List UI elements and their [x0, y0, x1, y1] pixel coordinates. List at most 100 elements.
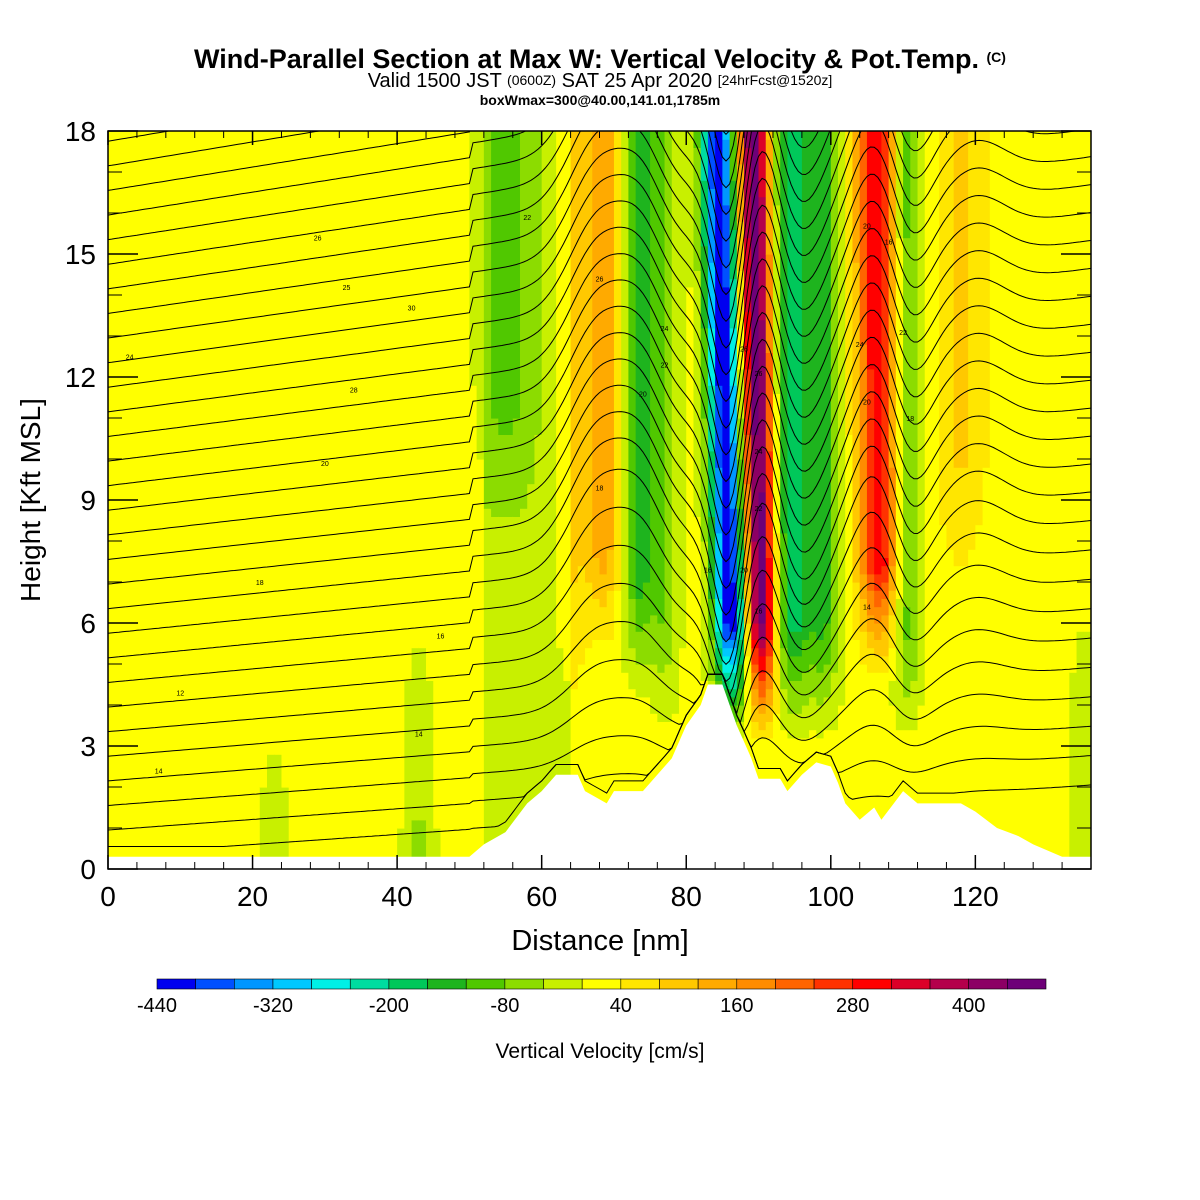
velocity-cell	[917, 705, 926, 869]
velocity-cell	[729, 442, 738, 509]
velocity-cell	[201, 131, 210, 869]
velocity-cell	[729, 582, 738, 632]
velocity-cell	[881, 582, 890, 599]
velocity-cell	[454, 131, 463, 869]
velocity-cell	[628, 647, 637, 690]
velocity-cell	[621, 672, 630, 869]
velocity-cell	[1033, 131, 1042, 869]
velocity-cell	[173, 131, 181, 869]
velocity-cell	[729, 647, 738, 665]
velocity-cell	[722, 639, 731, 649]
velocity-cell	[765, 139, 774, 255]
velocity-cell	[664, 131, 673, 665]
velocity-cell	[816, 639, 825, 673]
theta-contour-line	[108, 618, 1091, 733]
velocity-cell	[491, 131, 499, 419]
velocity-cell	[830, 131, 839, 673]
velocity-cell	[975, 524, 984, 869]
velocity-cell	[1040, 131, 1049, 869]
velocity-cell	[505, 434, 514, 517]
velocity-cell	[650, 131, 658, 616]
velocity-cell	[679, 131, 687, 649]
velocity-cell	[895, 131, 904, 239]
velocity-cell	[866, 590, 875, 616]
colorbar-swatch	[388, 978, 428, 990]
velocity-cell	[809, 696, 817, 731]
velocity-cell	[968, 131, 976, 550]
colorbar-swatch	[891, 978, 931, 990]
velocity-cell	[939, 524, 948, 869]
velocity-cell	[736, 270, 745, 321]
velocity-cell	[852, 582, 861, 640]
theta-contour-line	[108, 384, 1091, 590]
velocity-cell	[866, 573, 875, 591]
velocity-cell	[765, 672, 774, 690]
velocity-cell	[729, 705, 738, 722]
velocity-cell	[382, 131, 391, 869]
velocity-cell	[324, 131, 333, 869]
theta-contour-line	[108, 131, 1091, 323]
theta-contour-line	[108, 653, 1091, 757]
velocity-cell	[765, 688, 774, 706]
velocity-cell	[816, 131, 825, 640]
velocity-cell	[613, 590, 622, 869]
theta-contour-line	[108, 305, 1091, 509]
velocity-cell	[736, 163, 745, 222]
velocity-cell	[801, 705, 810, 739]
velocity-cell	[606, 639, 615, 869]
theta-contour-label: 16	[437, 633, 445, 640]
velocity-cell	[722, 204, 731, 288]
velocity-cell	[801, 672, 810, 706]
velocity-cell	[715, 532, 723, 599]
velocity-cell	[693, 131, 702, 148]
velocity-cell	[332, 131, 340, 869]
velocity-cell	[866, 131, 875, 370]
velocity-cell	[953, 467, 962, 567]
velocity-cell	[512, 131, 521, 419]
velocity-cell	[642, 623, 651, 665]
velocity-cell	[910, 680, 919, 731]
velocity-cell	[874, 573, 882, 591]
velocity-cell	[953, 565, 962, 869]
theta-contour-label: 24	[856, 342, 864, 349]
velocity-cell	[700, 131, 709, 181]
x-tick-label: 60	[526, 881, 557, 912]
chart-title-suffix: (C)	[986, 49, 1006, 65]
theta-contour-label: 22	[661, 363, 669, 370]
velocity-cell	[469, 385, 478, 869]
velocity-cell	[982, 131, 991, 468]
velocity-cell	[635, 598, 644, 632]
velocity-cell	[982, 467, 991, 869]
velocity-cell	[628, 688, 637, 869]
velocity-cell	[736, 459, 745, 509]
velocity-cell	[585, 582, 593, 649]
velocity-cell	[744, 368, 752, 435]
colorbar-tick-label: -200	[369, 995, 409, 1017]
velocity-cell	[852, 639, 861, 869]
velocity-cell	[657, 672, 666, 722]
velocity-cell	[252, 131, 261, 869]
velocity-cell	[657, 131, 666, 624]
y-tick-label: 6	[80, 608, 96, 639]
velocity-cell	[505, 131, 514, 435]
velocity-cell	[852, 262, 861, 583]
theta-contour-label: 22	[523, 215, 531, 222]
chart-title: Wind-Parallel Section at Max W: Vertical…	[0, 44, 1200, 75]
velocity-cell	[715, 598, 723, 632]
velocity-cell	[245, 131, 254, 869]
colorbar-swatch	[659, 978, 699, 990]
velocity-cell	[447, 131, 456, 869]
velocity-cell	[216, 131, 225, 869]
velocity-cell	[238, 131, 246, 869]
velocity-cell	[642, 582, 651, 624]
velocity-cell	[505, 516, 514, 869]
velocity-cell	[881, 598, 890, 616]
velocity-cell	[997, 131, 1005, 869]
velocity-cell	[859, 344, 868, 575]
velocity-cell	[606, 549, 615, 591]
theta-contour-line	[108, 544, 1091, 697]
theta-contour-label: 30	[408, 305, 416, 312]
velocity-cell	[462, 131, 470, 869]
velocity-cell	[411, 647, 420, 821]
valid-forecast: [24hrFcst@1520z]	[717, 72, 833, 88]
